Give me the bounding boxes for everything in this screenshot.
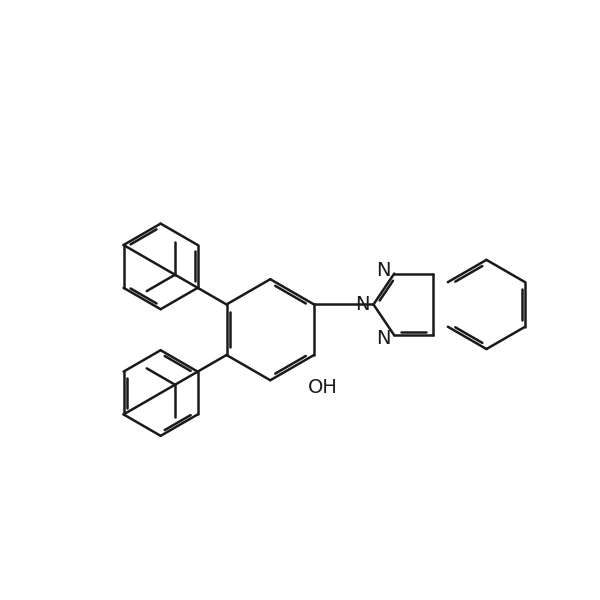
Text: N: N xyxy=(356,295,370,314)
Text: N: N xyxy=(376,329,391,348)
Text: OH: OH xyxy=(308,377,338,397)
Text: N: N xyxy=(376,261,391,280)
